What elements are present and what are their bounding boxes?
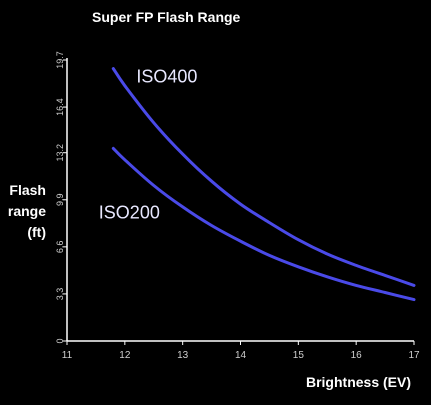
x-tick-label: 15 [293, 350, 305, 361]
y-axis-label-line: range [8, 203, 46, 219]
series-line-iso400 [111, 67, 416, 287]
series-line-iso200 [111, 146, 416, 302]
y-axis-label-line: (ft) [27, 224, 46, 240]
x-tick-label: 13 [177, 350, 189, 361]
y-tick-label: 9.9 [55, 194, 65, 207]
x-tick-label: 11 [62, 350, 73, 361]
y-tick-label: 16.4 [55, 98, 65, 116]
x-tick-label: 17 [408, 350, 420, 361]
y-tick-label: 6.6 [55, 241, 65, 254]
y-axis-ticks: 0 3.3 6.6 9.9 13.2 16.4 19.7 [55, 51, 67, 344]
x-tick-label: 12 [119, 350, 131, 361]
y-tick-label: 13.2 [55, 144, 65, 162]
series-label-iso400: ISO400 [136, 67, 197, 87]
x-tick-label: 16 [351, 350, 363, 361]
series-label-iso200: ISO200 [99, 202, 160, 222]
y-tick-label: 3.3 [55, 288, 65, 301]
chart-title: Super FP Flash Range [92, 9, 241, 25]
x-tick-label: 14 [235, 350, 247, 361]
y-tick-label: 0 [55, 338, 65, 343]
x-axis-label: Brightness (EV) [306, 374, 411, 390]
series-layer: ISO400 ISO200 [99, 67, 416, 302]
y-tick-label: 19.7 [55, 51, 65, 69]
x-axis-ticks: 11 12 13 14 15 16 17 [62, 341, 420, 361]
y-axis-label: Flash range (ft) [8, 182, 46, 240]
y-axis-label-line: Flash [9, 182, 46, 198]
